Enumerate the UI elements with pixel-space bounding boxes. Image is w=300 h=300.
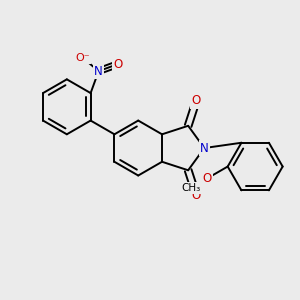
Text: N: N <box>94 64 103 78</box>
Text: O: O <box>113 58 123 70</box>
Text: O: O <box>192 189 201 202</box>
Text: N: N <box>200 142 209 154</box>
Text: O⁻: O⁻ <box>76 53 90 63</box>
Text: CH₃: CH₃ <box>181 183 200 193</box>
Text: O: O <box>192 94 201 107</box>
Text: O: O <box>203 172 212 185</box>
